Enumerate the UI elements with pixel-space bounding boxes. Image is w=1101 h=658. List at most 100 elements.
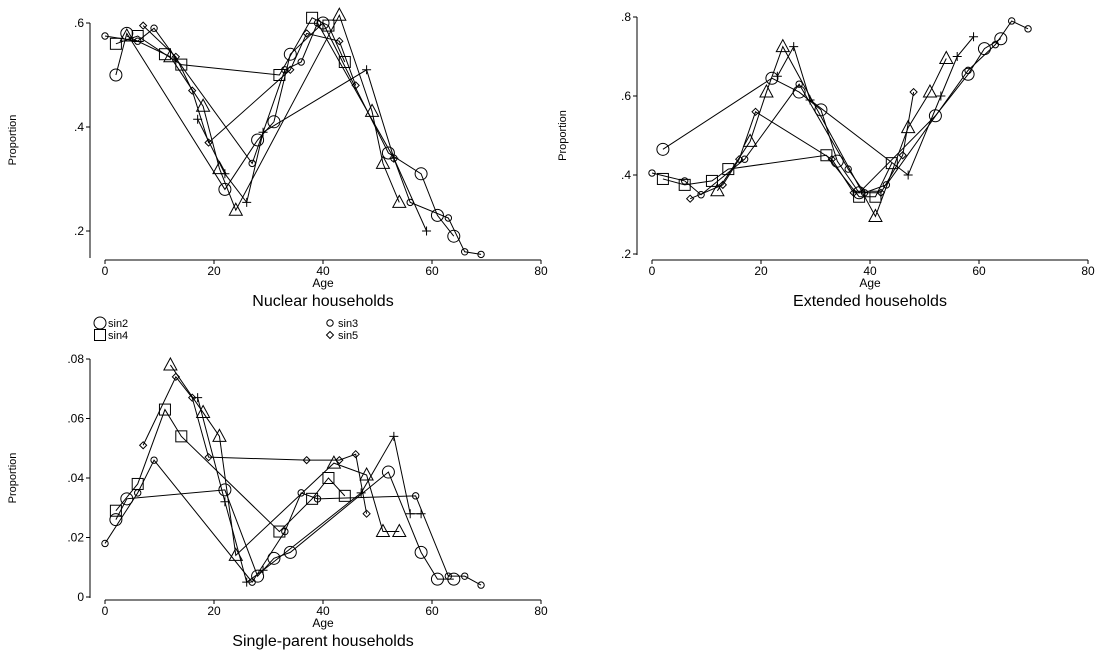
marker [220,169,230,179]
marker [297,58,305,66]
series-line [115,408,346,533]
marker [193,114,203,124]
marker [742,133,758,147]
marker [994,32,1008,46]
y-tick-label: .04 [67,471,84,485]
marker [416,509,426,519]
marker [338,489,351,502]
marker [150,24,158,32]
marker [150,456,158,464]
marker [251,133,265,147]
legend-marker [326,319,334,327]
marker [362,509,371,518]
marker [326,455,342,469]
x-tick-label: 0 [649,264,656,278]
series-line [142,25,357,144]
series-line [115,17,346,76]
marker [212,160,227,175]
series-line [776,36,974,176]
marker [193,393,203,403]
marker [444,572,453,580]
marker [991,40,1000,49]
marker [656,142,670,156]
marker [952,52,962,61]
marker [242,577,252,587]
legend-label: sin2 [108,318,128,330]
marker [220,497,230,507]
x-tick-label: 80 [1081,264,1095,278]
marker [389,431,399,441]
marker [242,197,252,207]
marker [1008,17,1016,25]
legend-label: sin5 [338,330,358,342]
marker [477,250,485,259]
marker [772,71,782,81]
chart-title: Single-parent households [232,633,413,650]
marker [204,452,213,462]
y-tick-label: .4 [74,120,84,134]
marker [195,98,211,112]
series-line [126,13,400,212]
marker [389,153,399,163]
x-tick-label: 40 [863,264,877,278]
y-tick-label: .06 [67,412,84,426]
marker [109,513,123,527]
marker [204,138,213,147]
x-axis-label: Age [312,276,334,290]
marker [218,483,232,497]
y-tick-label: 0 [77,590,84,604]
marker [131,477,144,490]
series-line [104,21,482,255]
marker [961,67,975,81]
series-line [197,397,422,583]
marker [430,572,444,586]
marker [1024,25,1032,33]
marker [356,488,366,498]
marker [187,393,197,402]
marker [795,80,803,88]
x-tick-label: 0 [102,604,109,618]
marker [258,127,268,137]
marker [734,154,744,164]
series-line [651,20,1029,196]
marker [306,11,319,24]
marker [351,449,360,459]
marker [422,226,432,236]
marker [351,81,360,90]
marker [359,466,374,481]
marker [109,37,122,50]
x-tick-label: 40 [316,264,330,278]
marker [109,68,123,82]
y-tick-label: .6 [74,16,84,30]
x-tick-label: 60 [972,264,986,278]
series-line [104,459,482,586]
y-tick-label: .02 [67,531,84,545]
series-line [689,91,915,200]
marker [685,194,695,203]
y-tick-label: .6 [621,89,631,103]
marker [101,32,109,40]
marker [922,84,938,98]
marker [903,170,913,180]
legend-marker [325,330,335,340]
marker [381,465,395,479]
x-tick-label: 60 [425,264,439,278]
marker [228,202,244,216]
x-tick-label: 0 [102,264,109,278]
marker [876,188,886,197]
marker [718,180,728,190]
marker [286,65,295,75]
marker [789,42,799,52]
marker [444,214,453,222]
marker [909,87,918,97]
marker [938,50,954,64]
x-axis-label: Age [859,276,881,290]
marker [391,523,407,538]
marker [827,154,837,164]
marker [710,182,725,197]
marker [302,29,311,38]
marker [163,48,178,63]
series-line [197,69,428,232]
marker [302,455,311,465]
